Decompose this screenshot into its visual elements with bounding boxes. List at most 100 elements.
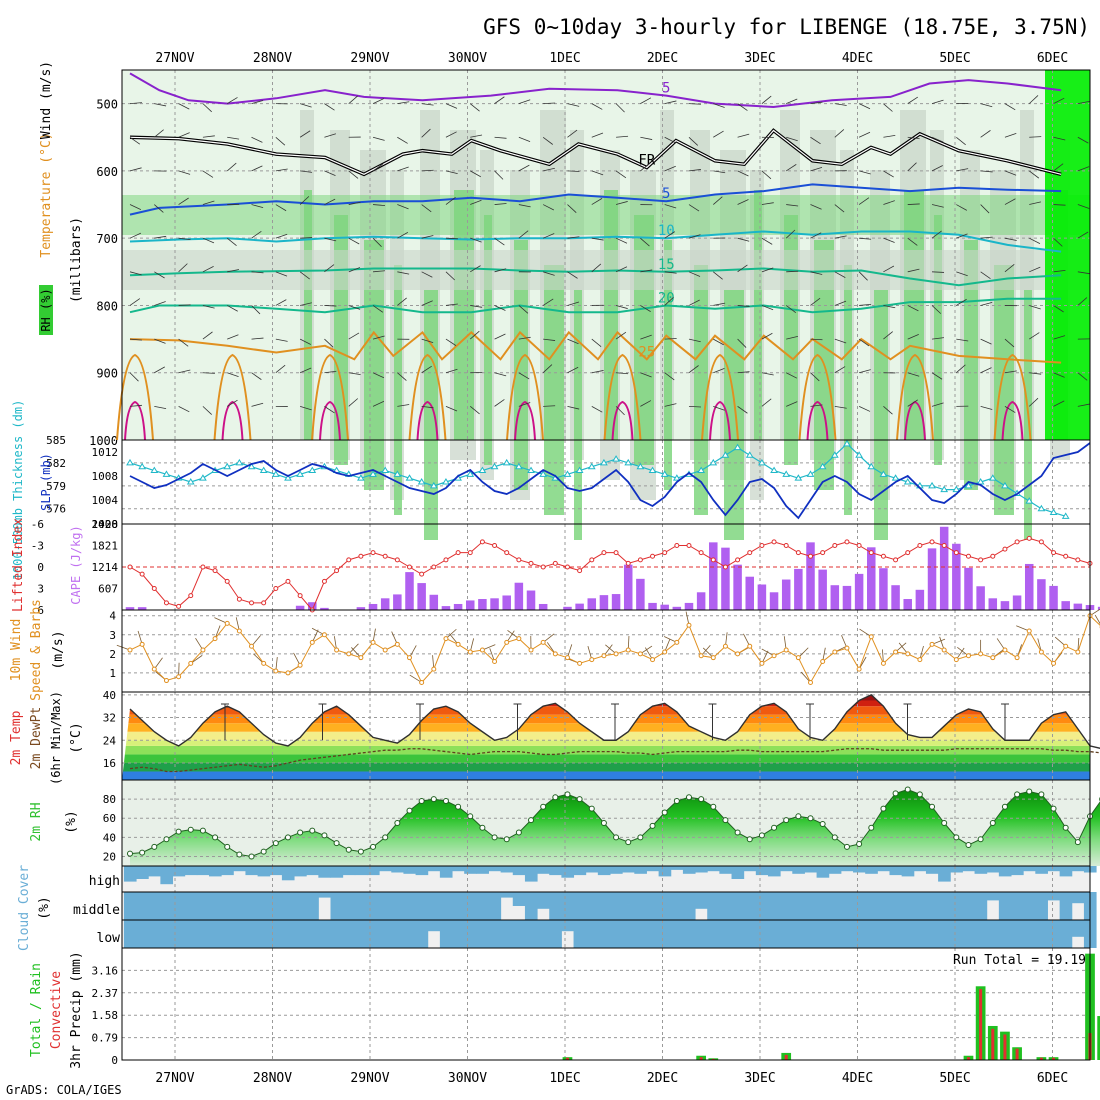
- cape-tick-label: 2428: [92, 518, 119, 531]
- cloud-cover-bar: [500, 866, 514, 873]
- cloud-cover-bar: [804, 920, 818, 948]
- wind-barb: [178, 304, 191, 306]
- cloud-cover-bar: [1047, 892, 1061, 901]
- wind-barb: [567, 366, 579, 374]
- cloud-cover-bar: [840, 892, 854, 920]
- bottom-date-label: 29NOV: [350, 1071, 389, 1086]
- cloud-cover-bar: [804, 892, 818, 920]
- wind-speed-point: [844, 645, 850, 651]
- rh-2m-point: [491, 834, 498, 841]
- cape-bar: [964, 567, 973, 610]
- cloud-cover-bar: [622, 892, 635, 920]
- cloud-cover-bar: [585, 892, 599, 920]
- wind-barb: [154, 301, 166, 306]
- wind-barb: [227, 269, 240, 273]
- cape-tick-label: 1821: [92, 540, 119, 553]
- wind-barb: [1053, 136, 1066, 141]
- wind-speed-point: [832, 649, 838, 655]
- cloud-cover-bar: [221, 892, 234, 920]
- wind-barb: [567, 301, 580, 306]
- wind-speed-point: [953, 657, 959, 663]
- thickness-point: [1037, 504, 1046, 512]
- wind-barb: [1029, 332, 1040, 340]
- rh-wet-band: [694, 265, 708, 515]
- thickness-point: [879, 470, 888, 477]
- cloud-cover-bar: [500, 920, 514, 948]
- cloud-cover-bar: [318, 892, 332, 898]
- temperature-units-label: (°C): [69, 722, 84, 753]
- wind-barb: [372, 163, 384, 172]
- cape-bar: [903, 599, 912, 610]
- wind-speed-point: [492, 658, 498, 664]
- precip-tick-label: 2.37: [92, 987, 119, 1000]
- thickness-point: [417, 478, 426, 485]
- rh-2m-point: [734, 829, 741, 836]
- cloud-cover-bar: [1071, 866, 1085, 872]
- cape-bar: [636, 578, 645, 610]
- wind-speed-point: [747, 643, 753, 649]
- rh-2m-point: [673, 798, 680, 805]
- lifted-index-tick-label: -6: [31, 518, 44, 531]
- wind-barb: [591, 198, 603, 205]
- slp-tick-label: 1008: [92, 470, 119, 483]
- rh-tick-label: 60: [103, 812, 116, 825]
- precip-convective-axis-label: Convective: [49, 971, 64, 1049]
- cloud-cover-bar: [366, 892, 380, 920]
- thickness-point: [1001, 481, 1009, 489]
- rh-2m-point: [127, 850, 133, 857]
- cape-bar: [1061, 601, 1070, 610]
- cloud-cover-bar: [330, 892, 344, 920]
- wind-barb: [1004, 198, 1016, 205]
- wind-barb: [469, 330, 480, 340]
- wind-barb: [688, 405, 701, 408]
- lifted-index-tick-label: -3: [31, 540, 44, 553]
- lifted-index-point: [455, 550, 461, 556]
- wind-barb: [445, 303, 458, 306]
- wind-barb: [421, 204, 432, 213]
- thickness-point: [429, 481, 438, 489]
- cape-bar: [380, 598, 390, 610]
- wind-barb: [275, 364, 286, 374]
- cloud-cover-bar: [464, 920, 477, 948]
- lifted-index-point: [832, 543, 838, 548]
- cloud-cover-bar: [476, 892, 489, 920]
- cloud-cover-bar: [743, 920, 757, 948]
- thickness-point: [296, 470, 305, 477]
- wind-barb: [859, 369, 871, 374]
- wind-barb: [543, 271, 555, 276]
- thickness-point: [587, 462, 596, 470]
- lifted-index-point: [443, 557, 449, 563]
- wind-barb: [202, 170, 214, 178]
- wind-10m-panel: 1 2 3 4 10m Wind Speed & Barbs (m/s): [9, 599, 1100, 701]
- wind-barb: [445, 131, 457, 138]
- wind-barb: [1077, 166, 1090, 172]
- lifted-index-point: [552, 560, 558, 566]
- wind-speed-point: [261, 660, 267, 666]
- thickness-point: [709, 458, 718, 466]
- cloud-cover-bar: [731, 892, 745, 920]
- lifted-index-point: [722, 564, 728, 570]
- wind-barb: [664, 338, 677, 340]
- wind-barb: [1028, 170, 1040, 179]
- wind-barb: [810, 271, 823, 275]
- lifted-index-point: [151, 586, 157, 591]
- wind-axis-label: Wind (m/s): [39, 61, 54, 139]
- cloud-cover-bar: [610, 920, 623, 948]
- freezing-level-line-inner: [129, 129, 1062, 175]
- wind-barb: [542, 298, 554, 306]
- wind-barb: [202, 237, 215, 244]
- cloud-cover-bar: [549, 892, 562, 920]
- wind-barb: [372, 305, 384, 313]
- thickness-point: [466, 470, 475, 477]
- wind-speed-point: [686, 622, 692, 628]
- wind-barb: [1053, 305, 1064, 313]
- cloud-cover-bar: [1023, 866, 1036, 872]
- bottom-date-label: 27NOV: [155, 1071, 194, 1086]
- cloud-cover-bar: [257, 892, 271, 920]
- cloud-cover-bar: [865, 892, 878, 920]
- rh-2m-point: [965, 841, 972, 848]
- thickness-point: [235, 458, 244, 466]
- wind-speed-point: [710, 655, 716, 661]
- cloud-cover-bar: [561, 866, 575, 878]
- cloud-cover-bar: [379, 920, 392, 948]
